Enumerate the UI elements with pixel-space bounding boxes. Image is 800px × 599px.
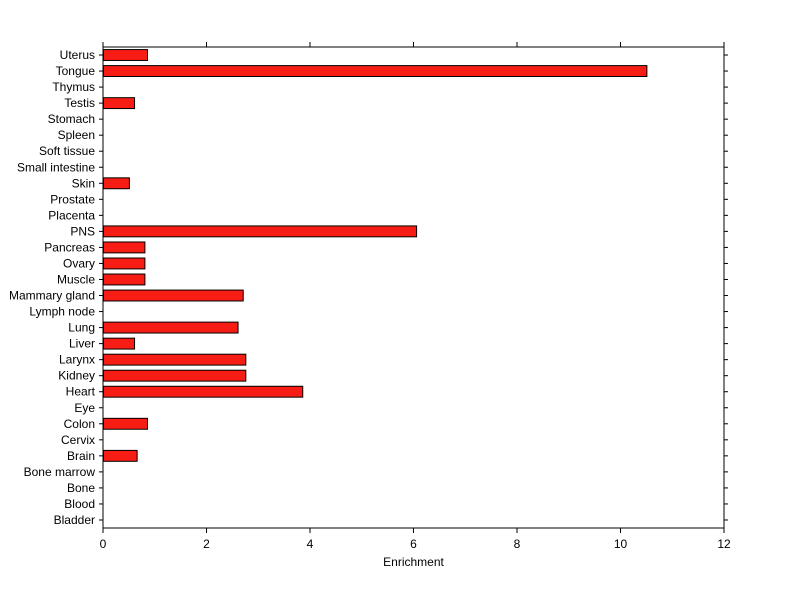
bar-mammary-gland: [103, 289, 244, 302]
x-tick-label: 10: [614, 537, 628, 551]
bar-heart: [103, 385, 304, 398]
y-tick-label: Tongue: [56, 64, 96, 78]
y-tick-label: Small intestine: [17, 160, 95, 174]
y-tick-label: Bone: [67, 481, 95, 495]
x-tick-label: 4: [307, 537, 314, 551]
x-tick-label: 2: [203, 537, 210, 551]
y-tick-label: Placenta: [48, 208, 95, 222]
bar-larynx: [103, 353, 247, 366]
bar-colon: [103, 417, 148, 430]
y-tick-label: PNS: [70, 224, 95, 238]
y-tick-label: Testis: [64, 96, 95, 110]
x-axis-label: Enrichment: [383, 555, 444, 569]
bar-tongue: [103, 65, 648, 77]
y-tick-label: Heart: [66, 385, 96, 399]
bar-ovary: [103, 257, 146, 270]
y-tick-label: Mammary gland: [9, 289, 95, 303]
y-tick-label: Colon: [64, 417, 95, 431]
x-tick-label: 6: [410, 537, 417, 551]
y-tick-label: Uterus: [60, 48, 95, 62]
bar-skin: [103, 177, 130, 190]
y-tick-label: Ovary: [63, 256, 95, 270]
y-tick-label: Muscle: [57, 272, 95, 286]
x-tick-label: 8: [514, 537, 521, 551]
y-tick-label: Blood: [64, 497, 95, 511]
y-tick-label: Thymus: [52, 80, 95, 94]
y-tick-label: Eye: [74, 401, 95, 415]
y-tick-label: Bladder: [54, 513, 95, 527]
bar-lung: [103, 321, 239, 334]
y-tick-label: Larynx: [59, 353, 95, 367]
bar-muscle: [103, 273, 146, 286]
y-tick-label: Lymph node: [29, 305, 95, 319]
y-tick-label: Liver: [69, 337, 95, 351]
bar-liver: [103, 337, 136, 350]
bar-pns: [103, 225, 418, 238]
y-tick-label: Cervix: [61, 433, 95, 447]
bar-pancreas: [103, 241, 146, 254]
bar-testis: [103, 97, 136, 110]
bar-brain: [103, 449, 138, 462]
bar-kidney: [103, 369, 247, 382]
y-tick-label: Pancreas: [44, 240, 95, 254]
bar-uterus: [103, 49, 148, 61]
y-tick-label: Brain: [67, 449, 95, 463]
axes-box: [102, 46, 725, 529]
y-tick-label: Kidney: [58, 369, 95, 383]
x-tick-label: 12: [717, 537, 731, 551]
x-tick-label: 0: [100, 537, 107, 551]
y-tick-label: Skin: [72, 176, 95, 190]
y-tick-label: Spleen: [58, 128, 95, 142]
y-tick-label: Bone marrow: [24, 465, 96, 479]
y-tick-label: Soft tissue: [39, 144, 95, 158]
y-tick-label: Stomach: [48, 112, 95, 126]
y-tick-label: Lung: [68, 321, 95, 335]
y-tick-label: Prostate: [50, 192, 95, 206]
